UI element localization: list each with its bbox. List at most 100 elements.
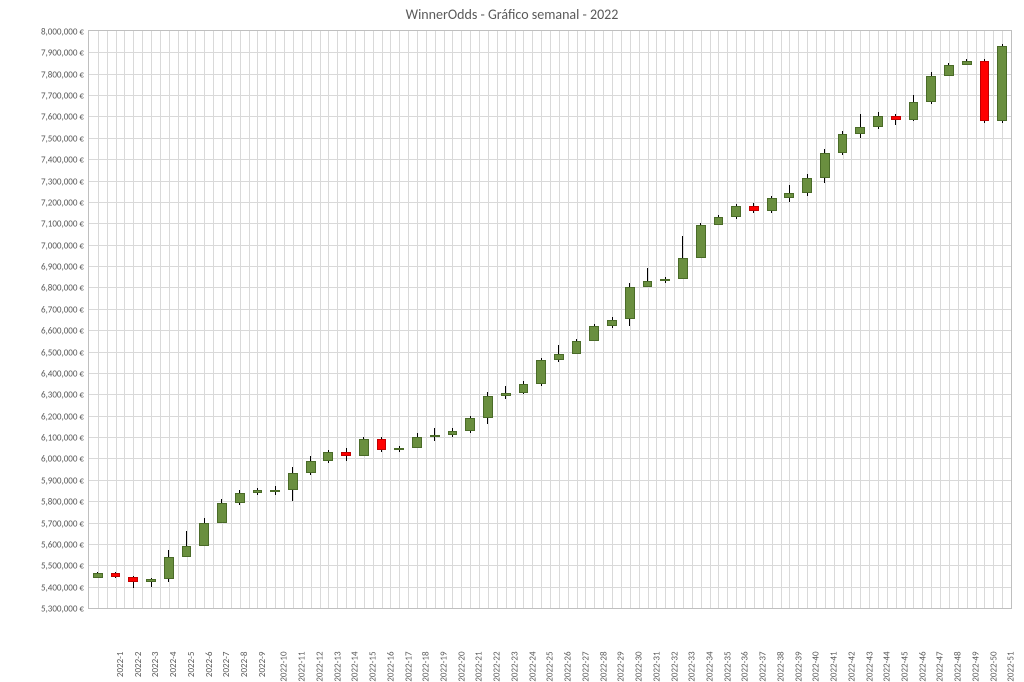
y-axis: 5,300,000 €5,400,000 €5,500,000 €5,600,0… [20, 30, 88, 609]
gridline-vertical-minor [293, 31, 294, 608]
gridline-vertical [249, 31, 250, 608]
chart-title: WinnerOdds - Gráfico semanal - 2022 [0, 0, 1024, 23]
x-axis-label: 2022-39 [793, 652, 804, 682]
gridline-vertical-minor [187, 31, 188, 608]
candle-up [164, 557, 174, 579]
gridline-vertical [887, 31, 888, 608]
candle-up [643, 281, 653, 287]
gridline-vertical [461, 31, 462, 608]
gridline-vertical-minor [364, 31, 365, 608]
gridline-vertical-minor [718, 31, 719, 608]
y-axis-label: 7,900,000 € [41, 48, 84, 59]
candle-up [820, 153, 830, 179]
gridline-vertical [532, 31, 533, 608]
gridline-vertical-minor [488, 31, 489, 608]
candle-up [323, 452, 333, 461]
x-axis-label: 2022-11 [297, 652, 308, 682]
candle-down [111, 573, 121, 577]
x-axis-label: 2022-16 [385, 652, 396, 682]
x-axis-label: 2022-32 [669, 652, 680, 682]
gridline-vertical-minor [577, 31, 578, 608]
candle-up [519, 384, 529, 394]
candle-up [714, 217, 724, 226]
x-axis-label: 2022-20 [456, 652, 467, 682]
y-axis-label: 5,700,000 € [41, 518, 84, 529]
gridline-vertical [479, 31, 480, 608]
x-axis-label: 2022-22 [492, 652, 503, 682]
gridline-vertical [515, 31, 516, 608]
y-axis-label: 5,900,000 € [41, 475, 84, 486]
gridline-vertical-minor [825, 31, 826, 608]
gridline-vertical [266, 31, 267, 608]
gridline-vertical [408, 31, 409, 608]
gridline-vertical [834, 31, 835, 608]
gridline-vertical [976, 31, 977, 608]
candle-up [253, 490, 263, 492]
candle-down [891, 116, 901, 119]
x-axis-label: 2022-27 [580, 652, 591, 682]
y-axis-label: 7,600,000 € [41, 112, 84, 123]
gridline-vertical-minor [151, 31, 152, 608]
y-axis-label: 5,300,000 € [41, 604, 84, 615]
gridline-vertical [798, 31, 799, 608]
gridline-vertical [692, 31, 693, 608]
gridline-vertical [124, 31, 125, 608]
gridline-vertical [745, 31, 746, 608]
candle-up [731, 206, 741, 217]
candle-up [394, 448, 404, 450]
gridline-vertical-minor [346, 31, 347, 608]
candle-up [784, 193, 794, 197]
gridline-vertical-minor [843, 31, 844, 608]
x-axis-label: 2022-38 [776, 652, 787, 682]
x-axis-label: 2022-8 [239, 652, 250, 678]
gridline-vertical [674, 31, 675, 608]
candle-up [944, 65, 954, 76]
x-axis-label: 2022-5 [186, 652, 197, 678]
gridline-vertical [603, 31, 604, 608]
gridline-vertical [922, 31, 923, 608]
x-axis-label: 2022-42 [846, 652, 857, 682]
x-axis-label: 2022-21 [474, 652, 485, 682]
x-axis-label: 2022-18 [421, 652, 432, 682]
gridline-vertical [213, 31, 214, 608]
candle-up [146, 579, 156, 582]
gridline-vertical [355, 31, 356, 608]
y-axis-label: 7,100,000 € [41, 219, 84, 230]
candle-down [128, 577, 138, 582]
candle-up [962, 61, 972, 65]
gridline-vertical [568, 31, 569, 608]
x-axis-label: 2022-49 [971, 652, 982, 682]
candle-down [980, 61, 990, 121]
gridline-vertical [160, 31, 161, 608]
x-axis-label: 2022-37 [758, 652, 769, 682]
candle-up [997, 46, 1007, 121]
y-axis-label: 5,400,000 € [41, 582, 84, 593]
gridline-vertical-minor [736, 31, 737, 608]
x-axis-label: 2022-30 [634, 652, 645, 682]
x-axis-label: 2022-2 [133, 652, 144, 678]
x-axis-label: 2022-51 [1006, 652, 1017, 682]
y-axis-label: 6,500,000 € [41, 347, 84, 358]
gridline-vertical-minor [257, 31, 258, 608]
candle-wick [860, 114, 861, 138]
gridline-vertical-minor [98, 31, 99, 608]
candle-down [341, 452, 351, 456]
candle-down [749, 206, 759, 210]
candle-up [767, 198, 777, 211]
x-axis-label: 2022-43 [864, 652, 875, 682]
candle-up [199, 523, 209, 547]
gridline-vertical-minor [452, 31, 453, 608]
candle-up [270, 490, 280, 492]
gridline-vertical [284, 31, 285, 608]
gridline-vertical-minor [435, 31, 436, 608]
gridline-vertical [816, 31, 817, 608]
candle-up [625, 287, 635, 319]
gridline-vertical [497, 31, 498, 608]
gridline-vertical-minor [931, 31, 932, 608]
gridline-vertical-minor [648, 31, 649, 608]
gridline-vertical-minor [382, 31, 383, 608]
candle-up [909, 102, 919, 120]
candle-up [217, 503, 227, 522]
y-axis-label: 7,700,000 € [41, 91, 84, 102]
chart-area: 5,300,000 €5,400,000 €5,500,000 €5,600,0… [20, 30, 1012, 659]
